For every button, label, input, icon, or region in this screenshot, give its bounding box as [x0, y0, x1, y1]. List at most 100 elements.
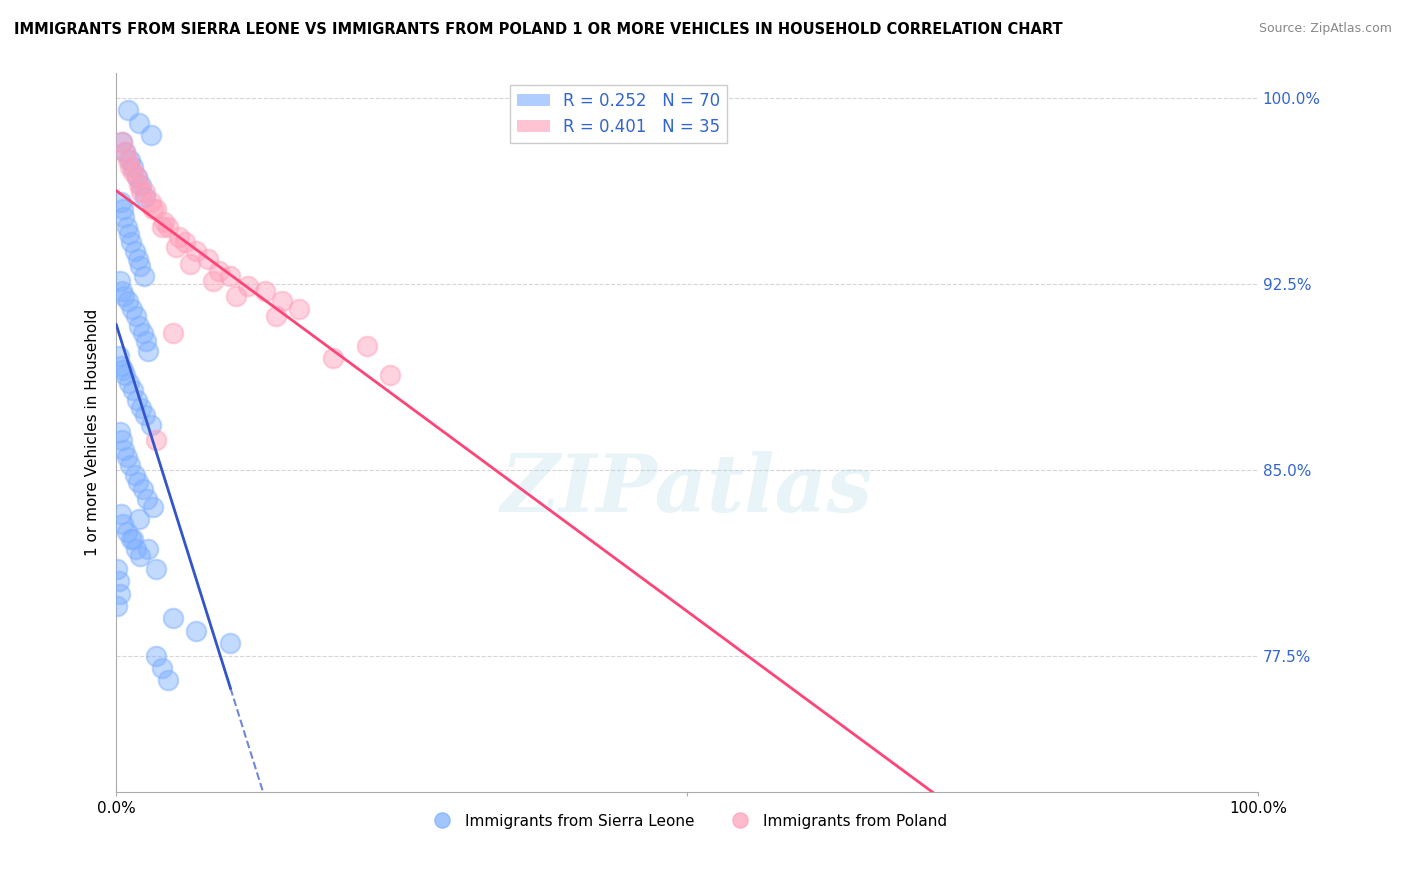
- Point: [197, 252, 219, 266]
- Point: [128, 318, 150, 333]
- Point: [139, 417, 162, 432]
- Point: [117, 103, 139, 118]
- Point: [124, 244, 146, 259]
- Point: [356, 339, 378, 353]
- Point: [124, 309, 146, 323]
- Point: [131, 401, 153, 415]
- Point: [121, 301, 143, 316]
- Point: [131, 483, 153, 497]
- Point: [136, 343, 159, 358]
- Point: [225, 289, 247, 303]
- Point: [118, 160, 141, 174]
- Point: [114, 145, 136, 160]
- Point: [322, 351, 344, 365]
- Point: [112, 289, 135, 303]
- Point: [132, 269, 155, 284]
- Point: [134, 408, 156, 422]
- Point: [150, 661, 173, 675]
- Point: [179, 257, 201, 271]
- Point: [139, 194, 162, 209]
- Point: [125, 170, 148, 185]
- Point: [131, 326, 153, 341]
- Point: [253, 284, 276, 298]
- Point: [110, 194, 132, 209]
- Point: [162, 326, 184, 341]
- Point: [107, 349, 129, 363]
- Point: [108, 586, 131, 600]
- Point: [186, 624, 208, 638]
- Text: IMMIGRANTS FROM SIERRA LEONE VS IMMIGRANTS FROM POLAND 1 OR MORE VEHICLES IN HOU: IMMIGRANTS FROM SIERRA LEONE VS IMMIGRAN…: [14, 22, 1063, 37]
- Text: ZIPatlas: ZIPatlas: [501, 451, 873, 529]
- Point: [112, 210, 135, 224]
- Point: [145, 433, 167, 447]
- Point: [236, 279, 259, 293]
- Point: [270, 294, 292, 309]
- Point: [110, 508, 132, 522]
- Point: [145, 562, 167, 576]
- Point: [134, 185, 156, 199]
- Point: [108, 425, 131, 440]
- Point: [135, 334, 157, 348]
- Point: [112, 202, 135, 217]
- Point: [208, 264, 231, 278]
- Point: [122, 160, 145, 174]
- Point: [118, 458, 141, 472]
- Point: [165, 239, 187, 253]
- Point: [162, 611, 184, 625]
- Point: [142, 202, 165, 217]
- Point: [118, 227, 141, 241]
- Text: Source: ZipAtlas.com: Source: ZipAtlas.com: [1258, 22, 1392, 36]
- Point: [145, 202, 167, 217]
- Point: [125, 170, 148, 185]
- Point: [139, 128, 162, 142]
- Point: [134, 190, 156, 204]
- Point: [115, 219, 138, 234]
- Point: [129, 549, 152, 564]
- Point: [129, 260, 152, 274]
- Point: [115, 524, 138, 539]
- Point: [136, 541, 159, 556]
- Point: [115, 450, 138, 465]
- Point: [150, 219, 173, 234]
- Point: [288, 301, 311, 316]
- Point: [167, 229, 190, 244]
- Point: [136, 492, 159, 507]
- Point: [107, 599, 129, 613]
- Point: [156, 219, 179, 234]
- Point: [107, 574, 129, 589]
- Point: [219, 636, 242, 650]
- Point: [124, 467, 146, 482]
- Point: [125, 393, 148, 408]
- Point: [127, 475, 149, 489]
- Point: [122, 532, 145, 546]
- Point: [122, 165, 145, 179]
- Point: [128, 115, 150, 129]
- Point: [110, 359, 132, 373]
- Point: [173, 235, 195, 249]
- Point: [145, 648, 167, 663]
- Point: [131, 178, 153, 192]
- Point: [131, 185, 153, 199]
- Point: [120, 235, 142, 249]
- Point: [202, 274, 225, 288]
- Point: [128, 178, 150, 192]
- Point: [128, 512, 150, 526]
- Point: [118, 153, 141, 167]
- Y-axis label: 1 or more Vehicles in Household: 1 or more Vehicles in Household: [86, 309, 100, 556]
- Point: [112, 442, 135, 457]
- Point: [114, 368, 136, 383]
- Point: [156, 673, 179, 688]
- Point: [117, 153, 139, 167]
- Legend: Immigrants from Sierra Leone, Immigrants from Poland: Immigrants from Sierra Leone, Immigrants…: [420, 807, 953, 835]
- Point: [111, 433, 134, 447]
- Point: [108, 274, 131, 288]
- Point: [118, 376, 141, 390]
- Point: [380, 368, 402, 383]
- Point: [127, 252, 149, 266]
- Point: [124, 541, 146, 556]
- Point: [122, 384, 145, 398]
- Point: [114, 145, 136, 160]
- Point: [142, 500, 165, 514]
- Point: [111, 284, 134, 298]
- Point: [117, 294, 139, 309]
